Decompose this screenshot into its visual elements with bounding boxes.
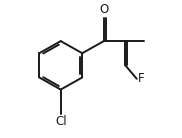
Text: O: O <box>99 2 108 16</box>
Text: F: F <box>138 72 145 85</box>
Text: Cl: Cl <box>55 115 67 128</box>
